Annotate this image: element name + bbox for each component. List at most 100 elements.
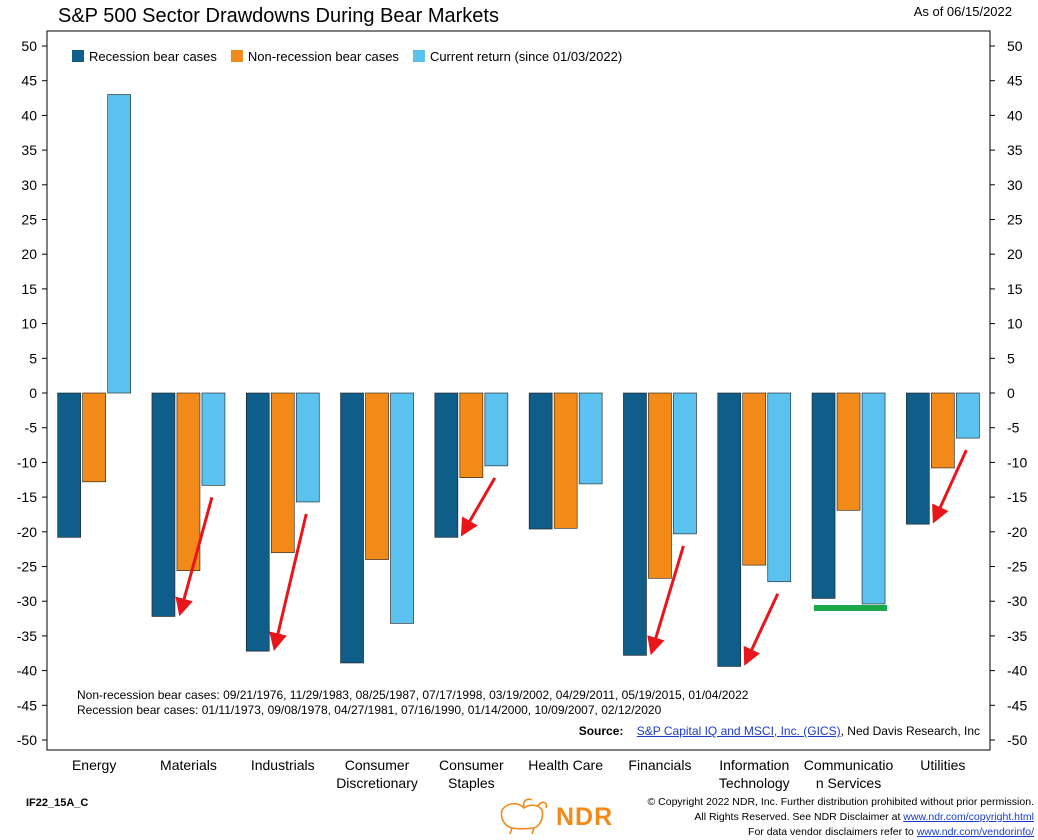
y-tick-label-left: -45 <box>17 697 37 713</box>
x-category-label: Energy <box>72 757 116 773</box>
annotation-arrow <box>743 593 780 666</box>
ndr-bull-logo-icon <box>500 798 548 835</box>
y-tick-label-left: -10 <box>17 454 37 470</box>
x-category-label: Financials <box>628 757 691 773</box>
bar-recession <box>811 392 836 599</box>
bar-non-recession <box>648 392 672 579</box>
y-tick-label-left: 40 <box>21 107 37 123</box>
y-tick-label-right: 15 <box>1007 281 1023 297</box>
bar-current <box>484 392 509 467</box>
chart-id: IF22_15A_C <box>26 797 89 809</box>
y-tick-label-right: 25 <box>1007 212 1023 228</box>
bar-recession <box>528 392 553 530</box>
y-tick-label-left: -30 <box>17 593 37 609</box>
y-tick-label-left: -50 <box>17 732 37 748</box>
y-tick-label-right: 10 <box>1007 316 1023 332</box>
bar-current <box>295 392 320 503</box>
y-tick-label-right: 20 <box>1007 246 1023 262</box>
as-of-date: As of 06/15/2022 <box>913 4 1012 19</box>
annotation-arrow <box>647 545 685 656</box>
y-tick-label-right: 40 <box>1007 107 1023 123</box>
annotation-arrow <box>175 496 214 617</box>
bar-recession <box>434 392 459 538</box>
x-category-label: Utilities <box>920 757 965 773</box>
source-rest: , Ned Davis Research, Inc <box>840 724 980 738</box>
x-category-label: Health Care <box>528 757 603 773</box>
y-tick-label-right: -45 <box>1007 697 1027 713</box>
bar-current <box>767 392 792 583</box>
y-tick-label-right: 45 <box>1007 73 1023 89</box>
bar-current <box>673 392 697 535</box>
y-tick-label-right: 50 <box>1007 38 1023 54</box>
y-tick-label-right: 0 <box>1007 385 1015 401</box>
y-tick-label-left: -40 <box>17 663 37 679</box>
bar-recession <box>906 392 930 525</box>
bar-current <box>956 392 980 439</box>
y-tick-label-right: -25 <box>1007 559 1027 575</box>
bear-case-notes: Non-recession bear cases: 09/21/1976, 11… <box>77 688 748 718</box>
plot-area-frame <box>46 30 991 751</box>
y-tick-label-left: -25 <box>17 559 37 575</box>
legend-swatch <box>412 50 425 62</box>
annotation-arrow <box>269 513 308 652</box>
x-category-label: n Services <box>816 775 881 791</box>
y-tick-label-left: -5 <box>25 420 38 436</box>
bar-recession <box>57 392 81 538</box>
y-tick-label-right: 35 <box>1007 142 1023 158</box>
bar-recession <box>717 392 742 667</box>
y-tick-label-right: -50 <box>1007 732 1027 748</box>
copyright-line-3: For data vendor disclaimers refer to <box>748 826 917 838</box>
bar-current <box>390 392 414 624</box>
y-tick-label-left: 25 <box>21 212 37 228</box>
x-category-label: Consumer <box>345 757 410 773</box>
annotation-arrow <box>932 449 968 524</box>
y-tick-label-right: -5 <box>1007 420 1020 436</box>
y-tick-label-right: -35 <box>1007 628 1027 644</box>
bar-non-recession <box>365 392 389 560</box>
source-label: Source: <box>578 724 624 738</box>
x-category-label: Staples <box>448 775 495 791</box>
bar-non-recession <box>931 392 955 469</box>
y-tick-label-right: -15 <box>1007 489 1027 505</box>
x-category-label: Technology <box>719 775 790 791</box>
x-category-label: Consumer <box>439 757 504 773</box>
source-line: Source: S&P Capital IQ and MSCI, Inc. (G… <box>579 724 980 738</box>
y-tick-label-left: 35 <box>21 142 37 158</box>
y-tick-label-left: 30 <box>21 177 37 193</box>
bar-recession <box>623 392 647 656</box>
y-tick-label-left: -35 <box>17 628 37 644</box>
y-tick-label-right: -40 <box>1007 663 1027 679</box>
recession-note: Recession bear cases: 01/11/1973, 09/08/… <box>77 703 662 717</box>
legend-swatch <box>230 50 243 62</box>
bar-recession <box>340 392 364 664</box>
bar-current <box>861 392 886 605</box>
bar-non-recession <box>459 392 484 478</box>
vendorinfo-link[interactable]: www.ndr.com/vendorinfo/ <box>916 826 1034 838</box>
legend-swatch <box>72 50 84 62</box>
x-category-label: Industrials <box>251 757 315 773</box>
legend-label: Non-recession bear cases <box>248 49 400 64</box>
bar-non-recession <box>82 392 106 483</box>
non-recession-note: Non-recession bear cases: 09/21/1976, 11… <box>77 688 749 702</box>
y-tick-label-right: -20 <box>1007 524 1027 540</box>
bar-current <box>578 392 603 485</box>
copyright-block: © Copyright 2022 NDR, Inc. Further distr… <box>648 795 1035 840</box>
bar-current <box>107 94 131 394</box>
copyright-link[interactable]: www.ndr.com/copyright.html <box>903 811 1034 823</box>
y-tick-label-left: 50 <box>21 38 37 54</box>
y-tick-label-left: 15 <box>21 281 37 297</box>
copyright-line-2: All Rights Reserved. See NDR Disclaimer … <box>694 811 904 823</box>
bar-non-recession <box>553 392 578 529</box>
bar-current <box>201 392 226 486</box>
x-category-label: Information <box>719 757 789 773</box>
bar-non-recession <box>270 392 295 553</box>
bar-non-recession <box>742 392 767 566</box>
copyright-line-1: © Copyright 2022 NDR, Inc. Further distr… <box>647 796 1035 808</box>
chart-title: S&P 500 Sector Drawdowns During Bear Mar… <box>58 5 499 27</box>
y-tick-label-left: -20 <box>17 524 37 540</box>
y-tick-label-right: -10 <box>1007 454 1027 470</box>
legend-label: Current return (since 01/03/2022) <box>430 49 622 64</box>
annotation-arrow <box>460 477 497 537</box>
y-tick-label-left: 0 <box>29 385 37 401</box>
source-link[interactable]: S&P Capital IQ and MSCI, Inc. (GICS) <box>636 724 841 738</box>
